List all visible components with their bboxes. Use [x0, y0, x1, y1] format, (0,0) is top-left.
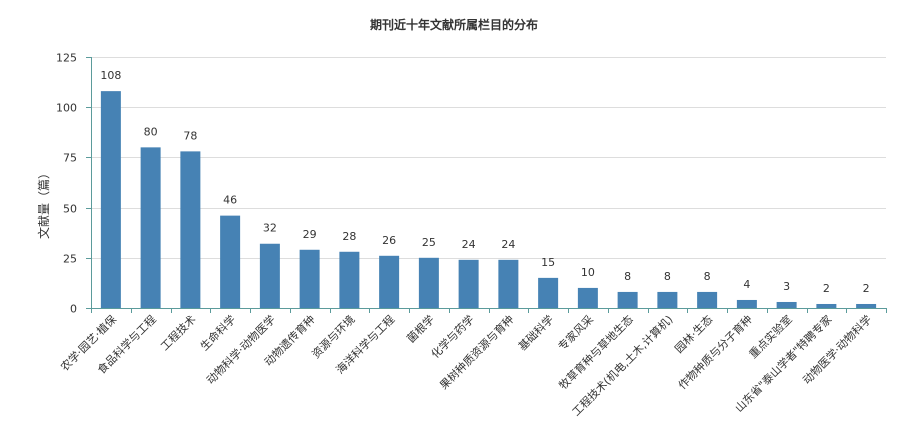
y-tick-label: 100	[56, 102, 77, 115]
bar[interactable]	[180, 151, 201, 308]
bar[interactable]	[856, 303, 877, 308]
data-label: 108	[100, 69, 121, 82]
y-tick-label: 75	[63, 152, 77, 165]
bar[interactable]	[617, 291, 638, 308]
data-label: 2	[863, 282, 870, 295]
bar[interactable]	[657, 291, 678, 308]
data-label: 29	[303, 228, 317, 241]
bar[interactable]	[100, 91, 121, 308]
data-label: 46	[223, 194, 237, 207]
y-tick-label: 125	[56, 52, 77, 65]
data-label: 8	[624, 270, 631, 283]
x-tick-label: 菌根学	[404, 312, 437, 345]
bar[interactable]	[736, 299, 757, 308]
bar[interactable]	[339, 251, 360, 308]
data-label: 3	[783, 280, 790, 293]
bar[interactable]	[379, 255, 400, 308]
data-label: 25	[422, 236, 436, 249]
data-label: 10	[581, 266, 595, 279]
chart-title: 期刊近十年文献所属栏目的分布	[369, 18, 538, 32]
x-tick-label: 工程技术	[158, 313, 198, 353]
data-label: 28	[342, 230, 356, 243]
x-tick-label: 动物医学·动物科学	[800, 312, 875, 387]
x-tick-label: 作物种质与分子育种	[675, 312, 755, 392]
grid-lines	[91, 57, 886, 259]
x-tick-label: 生命科学	[197, 312, 238, 353]
data-label: 32	[263, 222, 277, 235]
bar[interactable]	[140, 147, 161, 308]
bar[interactable]	[577, 287, 598, 308]
bar[interactable]	[697, 291, 718, 308]
y-tick-label: 25	[63, 253, 77, 266]
x-tick-label: 专家风采	[555, 312, 596, 353]
data-label: 2	[823, 282, 830, 295]
x-tick-label: 动物科学·动物医学	[203, 312, 278, 387]
bar[interactable]	[418, 257, 439, 308]
bar[interactable]	[220, 215, 241, 308]
data-label: 8	[664, 270, 671, 283]
data-label: 8	[704, 270, 711, 283]
y-tick-label: 0	[70, 303, 77, 316]
data-label: 26	[382, 234, 396, 247]
bar[interactable]	[259, 243, 280, 308]
bar[interactable]	[498, 259, 519, 308]
x-tick-label: 果树种质资源与育种	[437, 312, 517, 392]
bar[interactable]	[816, 303, 837, 308]
y-tick-label: 50	[63, 203, 77, 216]
data-label: 24	[462, 238, 476, 251]
axes: 0 25 50 75 100 125	[56, 52, 887, 316]
data-label: 80	[144, 125, 158, 138]
data-label: 24	[501, 238, 515, 251]
bar[interactable]	[299, 249, 320, 308]
bar[interactable]	[458, 259, 479, 308]
y-axis-title: 文献量（篇）	[36, 167, 51, 239]
bars	[100, 91, 877, 308]
data-label: 78	[183, 129, 197, 142]
bar[interactable]	[776, 301, 797, 308]
data-label: 15	[541, 256, 555, 269]
bar[interactable]	[538, 277, 559, 308]
x-tick-label: 基础科学	[515, 312, 556, 353]
data-label: 4	[743, 278, 750, 291]
x-tick-label: 牧草育种与草地生态	[556, 312, 636, 392]
